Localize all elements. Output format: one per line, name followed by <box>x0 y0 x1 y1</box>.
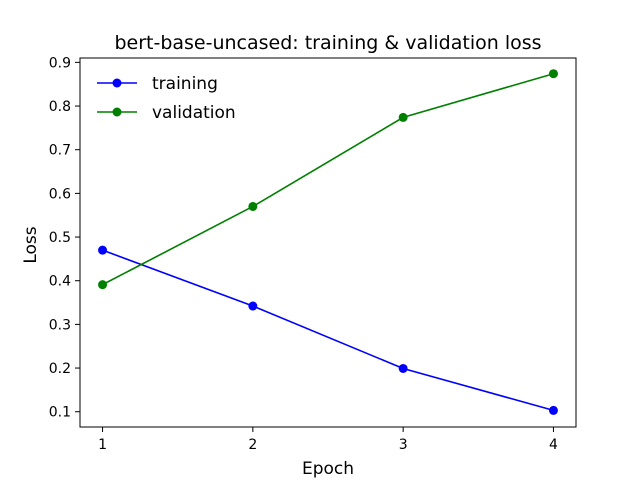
data-point-validation-4 <box>548 69 558 79</box>
legend-label-validation: validation <box>152 103 236 123</box>
data-point-training-1 <box>98 245 108 255</box>
y-tick-label-0-5: 0.5 <box>49 230 71 246</box>
series-line-validation <box>102 72 554 286</box>
data-point-training-2 <box>248 301 258 311</box>
y-tick-label-0-4: 0.4 <box>49 274 71 290</box>
legend-marker-training <box>112 78 122 88</box>
data-point-training-4 <box>548 405 558 415</box>
y-tick-label-0-7: 0.7 <box>49 143 71 159</box>
legend-label-training: training <box>152 74 218 94</box>
x-tick-label-1: 1 <box>98 437 107 453</box>
y-tick-label-0-1: 0.1 <box>49 405 71 421</box>
legend: training validation <box>97 74 236 123</box>
y-tick-label-0-6: 0.6 <box>49 186 71 202</box>
x-tick-label-2: 2 <box>248 437 257 453</box>
plot-frame <box>79 57 577 428</box>
y-tick-label-0-9: 0.9 <box>49 55 71 71</box>
data-point-training-3 <box>398 363 408 373</box>
chart-title: bert-base-uncased: training & validation… <box>114 32 541 54</box>
x-axis-label: Epoch <box>302 459 354 479</box>
data-point-validation-2 <box>248 201 258 211</box>
data-point-validation-3 <box>398 112 408 122</box>
x-tick-label-3: 3 <box>399 437 408 453</box>
y-tick-label-0-2: 0.2 <box>49 361 71 377</box>
y-tick-label-0-8: 0.8 <box>49 99 71 115</box>
legend-marker-validation <box>112 107 122 117</box>
data-point-validation-1 <box>98 280 108 290</box>
plot-area: 1 2 3 4 0.1 0.2 0.3 0.4 0.5 0.6 0.7 0.8 0.9 <box>49 55 577 453</box>
y-tick-label-0-3: 0.3 <box>49 317 71 333</box>
x-tick-label-4: 4 <box>549 437 558 453</box>
series-line-training <box>102 249 554 412</box>
y-axis-label: Loss <box>21 226 41 263</box>
